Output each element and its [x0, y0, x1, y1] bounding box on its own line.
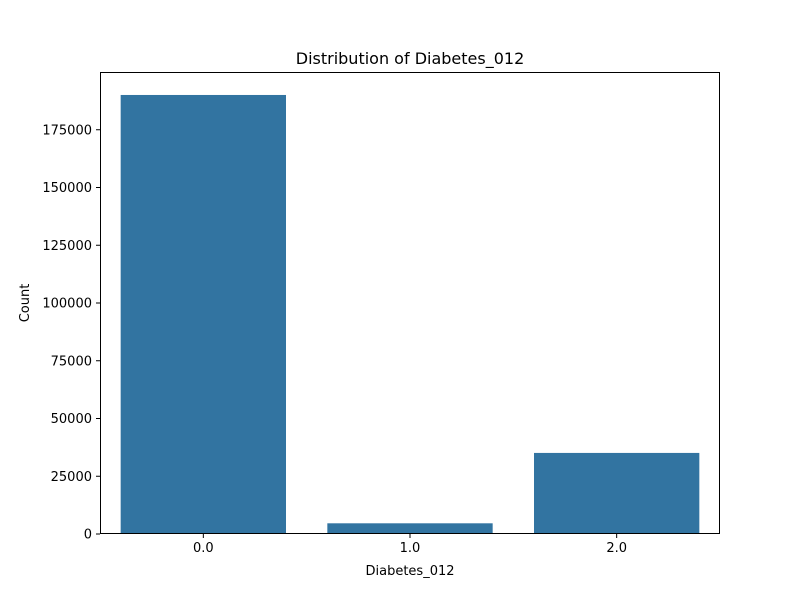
plot-frame — [100, 72, 720, 534]
bar-2-0 — [534, 452, 700, 534]
x-tick-label: 0.0 — [193, 541, 214, 556]
bar-0-0 — [120, 94, 287, 534]
x-axis-label: Diabetes_012 — [365, 564, 454, 579]
x-tick-label: 1.0 — [400, 541, 421, 556]
y-tick-label: 150000 — [42, 181, 92, 196]
y-tick-label: 125000 — [42, 239, 92, 254]
y-axis-ticks: 0 25000 50000 75000 100000 125000 150000 175000 — [42, 123, 100, 543]
x-axis-ticks: 0.0 1.0 2.0 — [193, 534, 627, 556]
y-tick-label: 175000 — [42, 123, 92, 138]
y-tick-label: 100000 — [42, 297, 92, 312]
x-tick-label: 2.0 — [606, 541, 627, 556]
chart-title: Distribution of Diabetes_012 — [296, 49, 525, 69]
y-axis-label: Count — [18, 284, 33, 323]
y-tick-label: 50000 — [51, 412, 92, 427]
y-tick-label: 75000 — [51, 354, 92, 369]
y-tick-label: 0 — [84, 528, 92, 543]
bar-1-0 — [327, 523, 493, 534]
y-tick-label: 25000 — [51, 470, 92, 485]
bars-group — [120, 94, 700, 534]
